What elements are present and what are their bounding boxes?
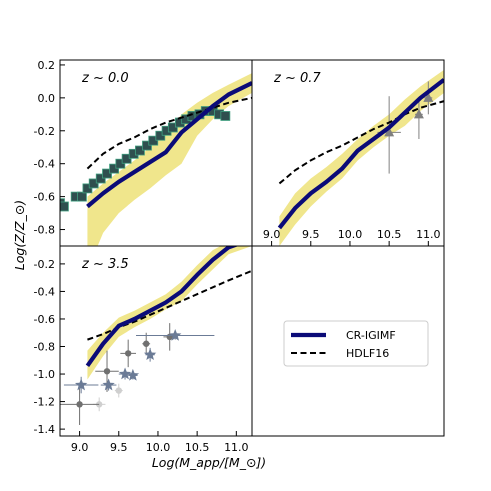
star-point — [118, 367, 132, 380]
star-point — [74, 378, 88, 391]
panel-z-0-0: z ~ 0.0 0.2 0.0 -0.2 -0.4 -0.6 -0.8 — [34, 59, 253, 247]
x-tick-label: 9.0 — [263, 228, 281, 241]
panel-frame — [251, 245, 445, 437]
panel-z-3-5: z ~ 3.5 -0.2 -0.4 -0.6 -0.8 -1.0 -1.2 -1.4 9.0 9.… — [34, 245, 253, 454]
observed-square-point — [142, 140, 152, 151]
panel-legend: CR-IGIMF HDLF16 — [251, 245, 445, 437]
hdlf16-line — [278, 100, 444, 185]
plot-area — [60, 73, 252, 246]
dark-dot-point — [124, 350, 132, 357]
x-tick-label: 9.0 — [71, 441, 89, 454]
star-point — [143, 348, 157, 361]
observed-square-point — [77, 191, 87, 202]
observed-square-point — [148, 135, 159, 146]
y-tick-label: 0.2 — [38, 59, 56, 72]
x-axis-title: Log(M_app/[M_⊙]) — [152, 455, 266, 470]
x-tick-label: 11.0 — [224, 441, 249, 454]
x-tick-label: 10.5 — [377, 228, 402, 241]
observed-square-point — [95, 173, 106, 184]
star-point — [102, 378, 115, 391]
dark-dot-point — [143, 340, 150, 347]
y-tick-label: -1.0 — [34, 368, 55, 381]
y-tick-label: -1.2 — [34, 396, 55, 409]
observed-square-point — [60, 201, 69, 212]
cr-igimf-line — [277, 78, 444, 230]
hdlf16-line — [86, 96, 252, 170]
observed-square-point — [121, 153, 132, 164]
observed-square-point — [220, 111, 231, 121]
legend-box — [283, 320, 429, 367]
star-point — [169, 328, 182, 341]
panel-label: z ~ 0.7 — [273, 71, 321, 86]
y-tick-label: -0.6 — [34, 191, 55, 204]
panel-z-0-7: z ~ 0.7 9.0 9.5 10.0 10.5 11.0 — [251, 59, 445, 247]
legend-label-hdlf16: HDLF16 — [346, 347, 389, 360]
y-axis-title: Log(Z/Z_⊙) — [12, 200, 27, 270]
observed-square-point — [102, 168, 112, 179]
x-tick-label: 11.0 — [416, 228, 441, 241]
x-tick-label: 9.5 — [302, 228, 320, 241]
observed-square-point — [109, 163, 119, 174]
y-tick-label: -0.4 — [34, 158, 55, 171]
observed-square-point — [155, 130, 166, 141]
cr-igimf-line — [85, 246, 239, 368]
star-point — [126, 368, 140, 381]
triangle-point — [413, 108, 424, 119]
uncertainty-band — [87, 73, 252, 246]
plot-area — [60, 246, 252, 425]
y-tick-label: -0.6 — [34, 313, 55, 326]
legend-label-cr-igimf: CR-IGIMF — [346, 329, 396, 342]
y-tick-label: -0.8 — [34, 341, 55, 354]
x-tick-label: 10.5 — [185, 441, 210, 454]
observed-square-point — [135, 145, 145, 156]
x-tick-label: 10.0 — [338, 228, 363, 241]
cr-igimf-line — [86, 81, 252, 209]
dark-dot-point — [103, 368, 111, 375]
y-tick-label: -0.4 — [34, 285, 55, 298]
triangle-point — [423, 92, 434, 102]
observed-square-point — [82, 183, 93, 194]
triangle-point — [384, 126, 395, 137]
y-tick-label: -0.8 — [34, 224, 55, 237]
dark-dot-point — [76, 401, 83, 408]
panel-frame — [59, 245, 253, 437]
y-tick-label: 0.0 — [38, 92, 56, 105]
y-tick-label: -1.4 — [34, 423, 55, 436]
observed-square-point — [167, 122, 178, 133]
plot-area — [277, 69, 444, 246]
panel-label: z ~ 3.5 — [81, 257, 129, 272]
observed-square-point — [88, 178, 99, 189]
observed-square-point — [115, 158, 126, 169]
x-tick-label: 10.0 — [146, 441, 171, 454]
x-tick-label: 9.5 — [110, 441, 128, 454]
y-tick-label: -0.2 — [34, 125, 55, 138]
light-dot-point — [115, 387, 122, 394]
panel-label: z ~ 0.0 — [81, 71, 129, 86]
y-tick-label: -0.2 — [34, 258, 55, 271]
